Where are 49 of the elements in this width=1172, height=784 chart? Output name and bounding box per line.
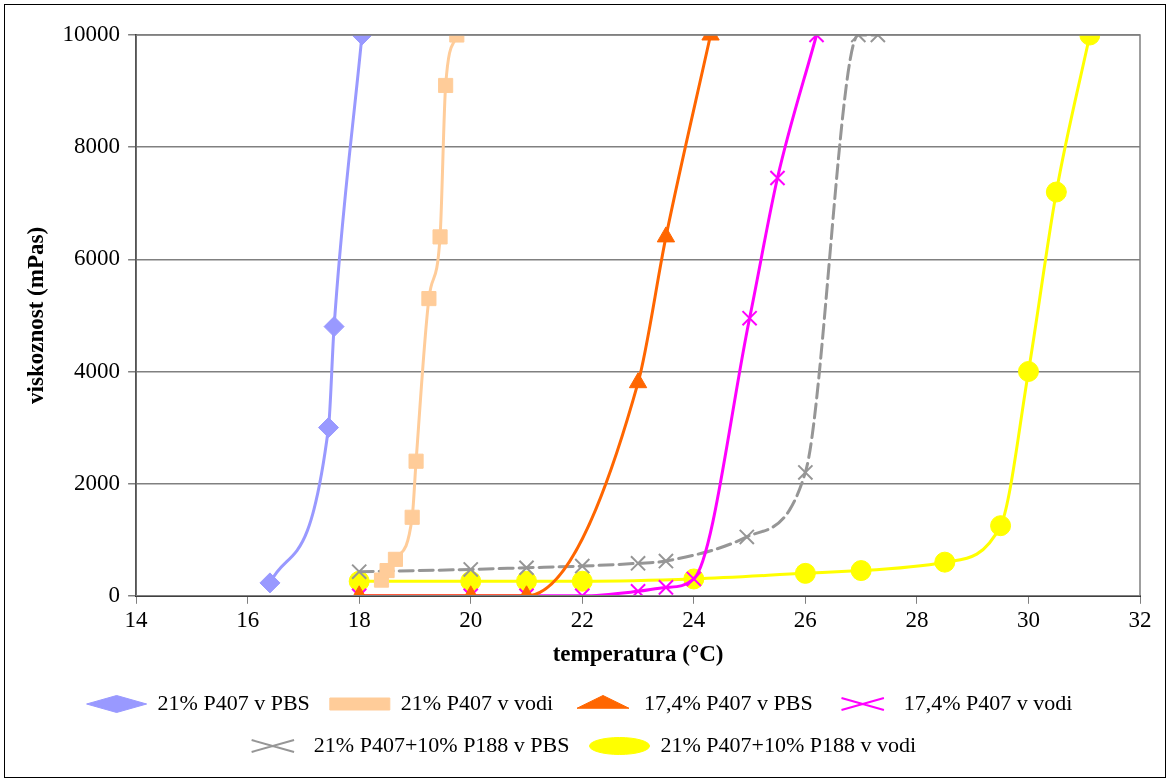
point [629,583,647,596]
legend-label: 17,4% P407 v PBS [644,689,813,715]
point [797,464,814,481]
legend-label: 21% P407 v vodi [400,689,554,715]
x-tick-label: 32 [1128,606,1152,632]
legend-label: 21% P407+10% P188 v PBS [313,731,570,757]
point [432,229,448,245]
y-tick-label: 2000 [74,469,121,495]
point [741,310,758,327]
point [323,316,345,338]
point [794,562,816,584]
y-tick-label: 10000 [62,21,121,47]
point [259,572,281,594]
point [318,417,340,439]
point [351,563,368,580]
x-tick-label: 26 [793,606,817,632]
point [462,561,479,578]
point [421,291,437,307]
y-axis-title: viskoznost (mPas) [22,226,48,404]
x-tick-label: 20 [459,606,483,632]
point [850,560,872,582]
point [571,570,593,592]
point [657,552,675,570]
x-tick-label: 28 [905,606,929,632]
point [387,551,404,567]
legend-label: 21% P407 v PBS [157,689,310,715]
x-tick-label: 24 [682,606,706,632]
x-tick-label: 16 [236,606,260,632]
y-tick-label: 4000 [74,357,121,383]
x-tick-label: 30 [1016,606,1040,632]
x-tick-label: 14 [124,606,149,632]
x-axis-title: temperatura (°C) [552,641,724,667]
legend-label: 21% P407+10% P188 v vodi [660,731,917,757]
y-tick-label: 6000 [74,245,121,271]
point [629,555,647,572]
point [657,579,675,596]
point [990,515,1012,537]
y-tick-label: 8000 [74,133,121,159]
point [574,558,591,575]
point [1017,360,1039,382]
point [404,509,420,525]
legend-label: 17,4% P407 v vodi [903,689,1073,715]
x-tick-label: 22 [570,606,594,632]
y-tick-label: 0 [108,581,121,607]
point [408,453,424,469]
point [934,551,956,573]
x-tick-label: 18 [347,606,371,632]
point [518,559,535,576]
point [738,528,755,545]
